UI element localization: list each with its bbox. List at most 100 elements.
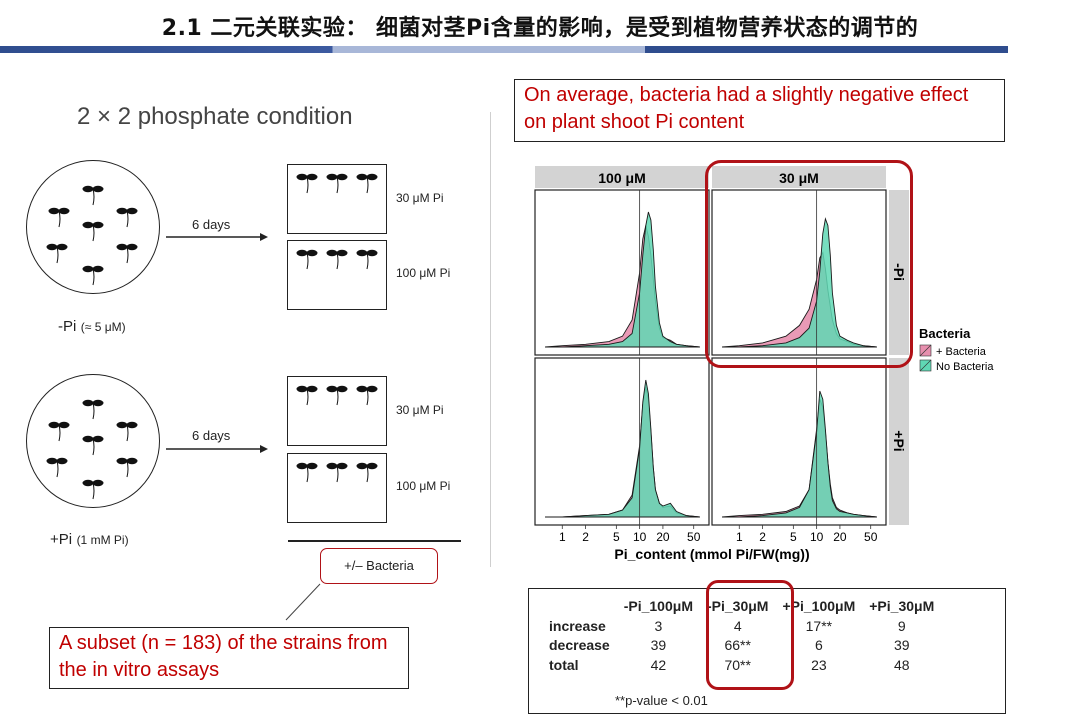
table-row: decrease 39 66** 6 39 xyxy=(547,636,941,656)
table-cell: 39 xyxy=(650,637,667,653)
table-cell: 6 xyxy=(814,637,823,653)
table-cell: 3 xyxy=(654,617,663,634)
plate-100-minus xyxy=(287,240,387,310)
table-cell: 23 xyxy=(811,656,827,673)
legend-label-no-bacteria: No Bacteria xyxy=(936,361,994,373)
density-chart: 100 μM 30 μM -Pi +Pi 1 2 5 10 20 50 1 2 5 10 20 50 … xyxy=(534,166,994,562)
seedling-icon xyxy=(82,399,104,420)
arrow-6-days-bottom xyxy=(166,445,268,453)
plate-100-label: 100 μM Pi xyxy=(396,266,451,280)
table-row: increase 3 4 17** 9 xyxy=(547,617,941,637)
arrow-label-bottom: 6 days xyxy=(192,428,231,443)
density-series-no-bacteria xyxy=(722,217,877,348)
facet-strip-col-2 xyxy=(712,166,886,188)
dish-plus-pi-name: +Pi xyxy=(50,531,73,548)
legend-label-plus-bacteria: + Bacteria xyxy=(936,346,987,358)
highlight-minus-pi-30-column xyxy=(706,580,794,690)
page-title: 2.1 二元关联实验： 细菌对茎Pi含量的影响，是受到植物营养状态的调节的 xyxy=(161,16,919,41)
seedling-icon xyxy=(296,462,318,483)
seedling-icon xyxy=(116,243,138,264)
seedling-icon xyxy=(46,457,68,478)
seedling-icon xyxy=(296,173,318,194)
seedlings-in-dish xyxy=(46,399,138,500)
x-tick-label: 20 xyxy=(833,530,847,544)
highlight-minus-pi-30 xyxy=(705,160,913,368)
x-tick-label: 1 xyxy=(559,530,566,544)
treatment-bar xyxy=(288,540,461,542)
x-tick-label: 5 xyxy=(613,530,620,544)
row-label: decrease xyxy=(549,637,610,653)
seedling-icon xyxy=(326,385,348,406)
plate-100-label: 100 μM Pi xyxy=(396,479,451,493)
stats-col-header: -Pi_30μM xyxy=(706,598,769,614)
seedling-row xyxy=(296,462,378,483)
seedling-icon xyxy=(116,457,138,478)
stats-col-header: -Pi_100μM xyxy=(623,598,693,614)
seedling-icon xyxy=(48,207,70,228)
table-cell: 42 xyxy=(650,656,667,673)
x-axis-ticks: 1 2 5 10 20 50 1 2 5 10 20 50 xyxy=(559,525,878,544)
table-cell: 70** xyxy=(724,656,751,673)
seedling-icon xyxy=(356,249,378,270)
seedling-icons xyxy=(296,173,378,194)
legend-title: Bacteria xyxy=(919,326,971,341)
arrow-6-days-top xyxy=(166,233,268,241)
plate-30-plus xyxy=(287,376,387,446)
seedling-row xyxy=(296,249,378,270)
density-series-no-bacteria xyxy=(722,390,877,518)
x-tick-label: 1 xyxy=(736,530,743,544)
density-panel xyxy=(534,189,710,356)
density-series-no-bacteria xyxy=(545,211,700,348)
plate-30-minus xyxy=(287,164,387,234)
seedling-icons xyxy=(296,249,378,270)
table-cell: 4 xyxy=(733,617,742,634)
seedling-icons xyxy=(46,399,138,500)
stats-table: -Pi_100μM -Pi_30μM +Pi_100μM +Pi_30μM in… xyxy=(547,597,941,675)
condition-heading: 2 × 2 phosphate condition xyxy=(77,103,353,130)
title-underline-bar xyxy=(0,46,1008,53)
panel-divider xyxy=(490,112,491,567)
x-tick-label: 50 xyxy=(864,530,878,544)
seedling-icon xyxy=(48,421,70,442)
plate-100-plus xyxy=(287,453,387,523)
table-cell: 48 xyxy=(893,656,910,673)
dish-minus-pi-subtext: (≈ 5 μM) xyxy=(80,320,126,334)
facet-strip-col-1 xyxy=(535,166,709,188)
arrow-label-top: 6 days xyxy=(192,217,231,232)
seedling-icon xyxy=(82,479,104,500)
facet-row-label-1: -Pi xyxy=(891,263,907,281)
seedling-icon xyxy=(116,207,138,228)
petri-dish-minus-pi xyxy=(26,160,160,294)
dish-minus-pi-label: -Pi (≈ 5 μM) xyxy=(58,318,126,336)
dish-plus-pi-label: +Pi (1 mM Pi) xyxy=(50,531,129,549)
seedling-icons xyxy=(296,385,378,406)
x-tick-label: 50 xyxy=(687,530,701,544)
legend-entry-plus-bacteria: + Bacteria xyxy=(919,344,987,358)
stats-header-row: -Pi_100μM -Pi_30μM +Pi_100μM +Pi_30μM xyxy=(547,597,941,617)
table-cell: 39 xyxy=(893,637,910,653)
seedling-icon xyxy=(82,221,104,242)
seedling-icon xyxy=(296,249,318,270)
density-panels xyxy=(534,189,887,526)
panel-frame xyxy=(711,357,887,526)
seedling-icon xyxy=(356,173,378,194)
seedling-icons xyxy=(296,462,378,483)
row-label: increase xyxy=(549,617,606,634)
plate-30-label: 30 μM Pi xyxy=(396,191,444,205)
seedling-icon xyxy=(326,462,348,483)
x-tick-label: 10 xyxy=(810,530,824,544)
callout-pointer-line xyxy=(285,583,321,621)
seedling-icon xyxy=(326,173,348,194)
stats-col-header: +Pi_30μM xyxy=(869,598,935,614)
stats-col-header xyxy=(547,597,617,617)
seedling-row xyxy=(296,385,378,406)
p-value-note: **p-value < 0.01 xyxy=(615,693,708,708)
petri-dish-plus-pi xyxy=(26,374,160,508)
facet-col-label-2: 30 μM xyxy=(779,170,819,186)
facet-strip-row-1 xyxy=(889,190,909,355)
x-tick-label: 2 xyxy=(582,530,589,544)
subset-note: A subset (n = 183) of the strains from t… xyxy=(49,627,409,689)
seedling-icon xyxy=(356,385,378,406)
seedlings-in-dish xyxy=(46,185,138,286)
panel-frame xyxy=(534,357,710,526)
